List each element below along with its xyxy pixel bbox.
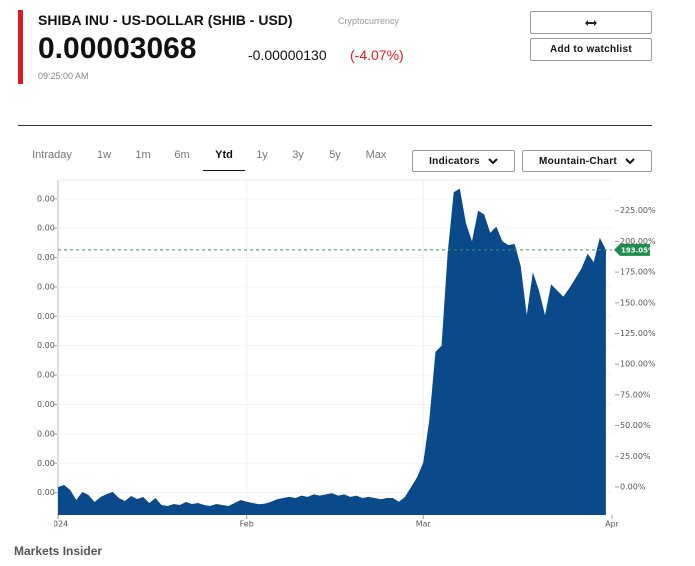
tab[interactable]: 5y bbox=[329, 149, 341, 161]
y-tick-label: 150.00% bbox=[620, 298, 656, 307]
title: SHIBA INU - US-DOLLAR (SHIB - USD) bbox=[38, 12, 293, 28]
y2-tick-label: 0.00 bbox=[37, 253, 55, 262]
tab[interactable]: 1m bbox=[135, 149, 151, 161]
category: Cryptocurrency bbox=[338, 16, 400, 26]
y-tick-label: 225.00% bbox=[620, 206, 656, 215]
footer: Markets Insider bbox=[14, 544, 103, 558]
y-tick-label: 50.00% bbox=[620, 421, 651, 430]
y-tick-label: 100.00% bbox=[620, 360, 656, 369]
y2-tick-label: 0.00 bbox=[37, 341, 55, 350]
last-value-badge bbox=[614, 243, 650, 256]
y-tick-label: 125.00% bbox=[620, 329, 656, 338]
dropdown-label: Mountain-Chart bbox=[538, 155, 618, 167]
y-tick-label: 75.00% bbox=[620, 390, 651, 399]
y2-tick-label: 0.00 bbox=[37, 459, 55, 468]
y-tick-label: 0.00% bbox=[620, 483, 646, 492]
y2-tick-label: 0.00 bbox=[37, 282, 55, 291]
separator bbox=[18, 125, 652, 126]
tab[interactable]: 3y bbox=[292, 149, 304, 161]
x-tick-label: Mar bbox=[416, 520, 432, 529]
y2-tick-label: 0.00 bbox=[37, 400, 55, 409]
x-tick-label: Apr bbox=[605, 520, 620, 529]
chart-type-dropdown[interactable]: Mountain-Chart bbox=[522, 150, 652, 172]
tab[interactable]: Max bbox=[365, 149, 387, 161]
y2-tick-label: 0.00 bbox=[37, 224, 55, 233]
y2-tick-label: 0.00 bbox=[37, 429, 55, 438]
tab[interactable]: 6m bbox=[174, 149, 190, 161]
chevron bbox=[625, 157, 635, 164]
tab[interactable]: 1w bbox=[96, 149, 112, 161]
indicators-dropdown[interactable]: Indicators bbox=[412, 150, 515, 172]
x-tick-label: Feb bbox=[240, 520, 254, 529]
change: -0.00000130 bbox=[248, 47, 327, 63]
watchlist-button[interactable]: Add to watchlist bbox=[530, 38, 652, 61]
y2-tick-label: 0.00 bbox=[37, 371, 55, 380]
time: 09:25:00 AM bbox=[38, 71, 89, 81]
change-percent: (-4.07%) bbox=[350, 47, 404, 63]
accent-bar bbox=[18, 10, 23, 84]
last-value-label: 193.05% bbox=[621, 246, 655, 254]
tab[interactable]: 1y bbox=[256, 149, 268, 161]
toggle-button[interactable] bbox=[530, 11, 652, 34]
arrows-icon bbox=[585, 19, 597, 26]
y-tick-label: 25.00% bbox=[620, 452, 651, 461]
y2-tick-label: 0.00 bbox=[37, 194, 55, 203]
x-tick-label: 2024 bbox=[48, 520, 68, 529]
y-tick-label: 200.00% bbox=[620, 237, 656, 246]
area bbox=[58, 188, 606, 515]
tab-underline bbox=[203, 170, 245, 171]
dropdown-label: Indicators bbox=[429, 155, 480, 167]
y2-tick-label: 0.00 bbox=[37, 312, 55, 321]
chevron bbox=[488, 157, 498, 164]
tab[interactable]: Ytd bbox=[215, 149, 233, 161]
watchlist-label: Add to watchlist bbox=[549, 44, 633, 55]
y2-tick-label: 0.00 bbox=[37, 488, 55, 497]
price: 0.00003068 bbox=[38, 32, 197, 65]
tab[interactable]: Intraday bbox=[32, 149, 72, 161]
y-tick-label: 175.00% bbox=[620, 268, 656, 277]
